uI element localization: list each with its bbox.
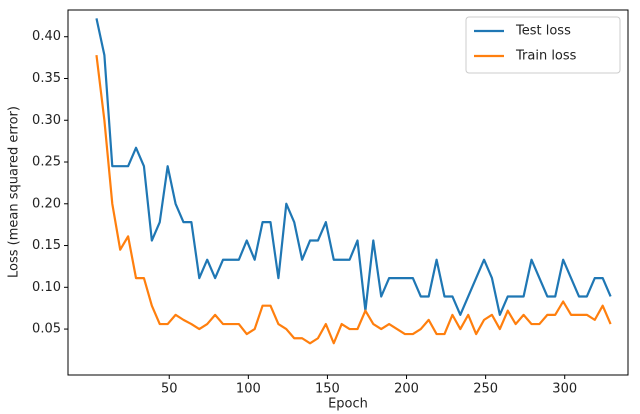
y-tick-label: 0.10 — [32, 280, 61, 295]
y-tick-label: 0.25 — [32, 155, 61, 170]
y-tick-label: 0.15 — [32, 238, 61, 253]
x-tick-label: 150 — [315, 382, 340, 397]
legend-label: Train loss — [515, 49, 577, 64]
x-tick-label: 50 — [161, 382, 178, 397]
y-axis-label: Loss (mean squared error) — [7, 106, 22, 278]
legend-label: Test loss — [515, 24, 571, 39]
y-tick-label: 0.20 — [32, 196, 61, 211]
x-tick-label: 200 — [394, 382, 419, 397]
series-line — [95, 54, 612, 345]
x-tick-label: 100 — [236, 382, 261, 397]
series-line — [95, 18, 612, 316]
x-tick-label: 250 — [473, 382, 498, 397]
legend-box — [465, 16, 621, 74]
x-tick-label: 300 — [552, 382, 577, 397]
y-tick-label: 0.30 — [32, 113, 61, 128]
plot-frame — [67, 9, 629, 376]
y-tick-label: 0.05 — [32, 322, 61, 337]
y-tick-label: 0.40 — [32, 29, 61, 44]
x-axis-label: Epoch — [328, 397, 368, 412]
y-tick-label: 0.35 — [32, 71, 61, 86]
